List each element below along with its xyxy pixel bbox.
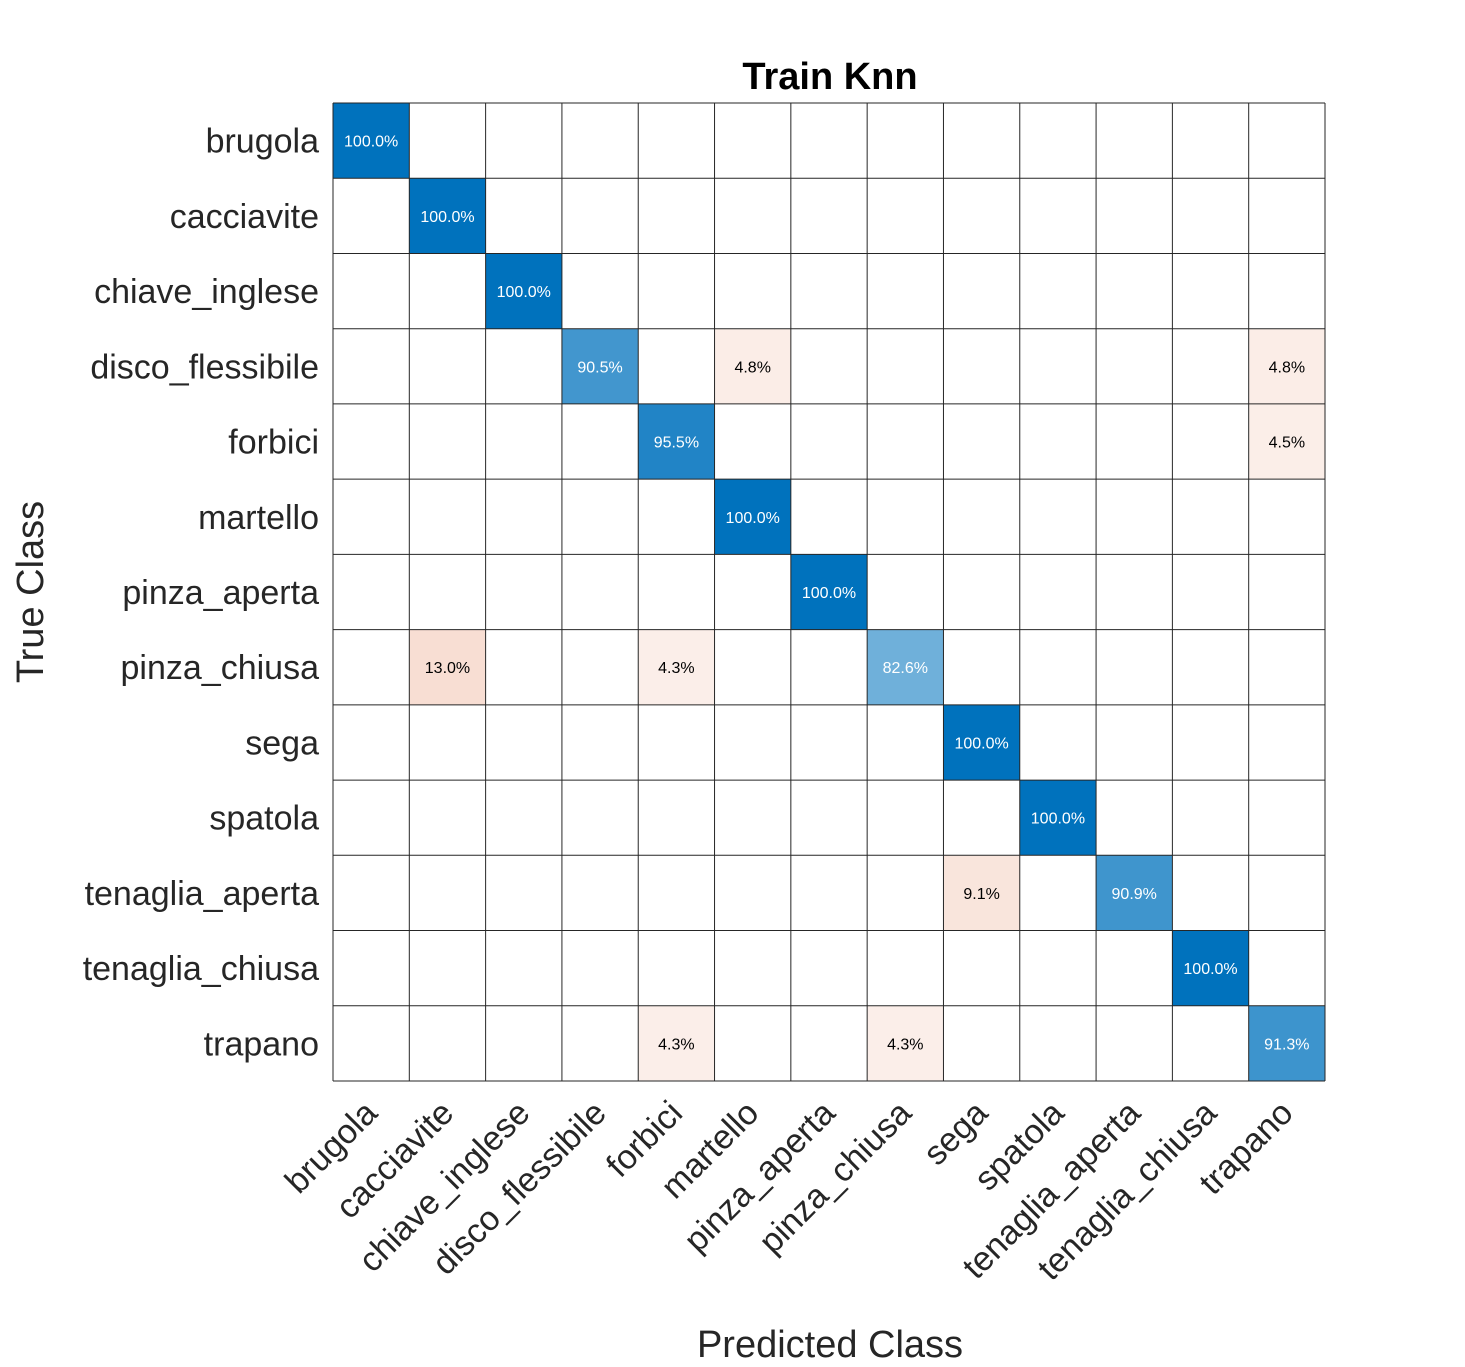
cell-value-label: 95.5% [654,435,699,452]
y-tick-label: disco_flessibile [90,348,319,386]
cell-value-label: 100.0% [802,585,856,602]
cell-value-label: 4.8% [1269,359,1305,376]
y-tick-label: tenaglia_aperta [85,875,320,913]
cell-value-label: 4.3% [658,1036,694,1053]
cell-value-label: 9.1% [963,886,999,903]
cell-trapano-trapano [1248,1005,1325,1081]
cell-chiave_inglese-chiave_inglese [485,253,562,329]
cell-forbici-trapano [1248,403,1325,480]
cell-brugola-brugola [333,103,410,179]
cell-spatola-spatola [1019,780,1097,856]
cell-value-label: 100.0% [726,510,780,527]
cell-pinza_chiusa-cacciavite [409,629,486,705]
cell-value-label: 4.5% [1269,435,1305,452]
cell-cacciavite-cacciavite [409,178,486,254]
y-tick-label: trapano [204,1025,319,1063]
y-tick-label: brugola [206,123,320,161]
cell-value-label: 82.6% [883,660,928,677]
y-tick-label: sega [245,724,319,762]
cell-tenaglia_aperta-sega [943,855,1020,931]
cell-value-label: 13.0% [425,660,470,677]
x-tick-labels: brugolacacciavitechiave_inglesedisco_fle… [278,1094,1301,1288]
y-tick-label: forbici [228,424,319,462]
cell-value-label: 4.3% [887,1036,923,1053]
cell-disco_flessibile-trapano [1248,328,1325,404]
cell-trapano-pinza_chiusa [867,1005,944,1081]
cell-disco_flessibile-martello [714,328,791,404]
cell-trapano-forbici [638,1005,715,1081]
x-axis-title: Predicted Class [697,1324,963,1366]
y-tick-label: pinza_aperta [122,574,319,612]
cell-disco_flessibile-disco_flessibile [561,328,639,404]
cell-sega-sega [943,704,1020,781]
cell-martello-martello [714,479,791,555]
y-tick-label: pinza_chiusa [121,649,320,687]
cell-tenaglia_aperta-tenaglia_aperta [1096,855,1173,931]
cell-tenaglia_chiusa-tenaglia_chiusa [1172,930,1249,1006]
chart-title: Train Knn [742,56,917,98]
cell-pinza_aperta-pinza_aperta [790,554,868,630]
y-tick-label: martello [198,499,319,537]
cell-value-label: 90.9% [1112,886,1157,903]
cell-value-label: 100.0% [420,209,474,226]
y-tick-label: spatola [209,800,319,838]
cell-value-label: 100.0% [497,284,551,301]
y-tick-label: chiave_inglese [94,273,319,311]
cell-pinza_chiusa-pinza_chiusa [867,629,944,705]
cell-pinza_chiusa-forbici [638,629,715,705]
y-tick-label: cacciavite [170,198,319,236]
cell-forbici-forbici [638,403,715,480]
matrix-grid [332,102,1326,1082]
cell-value-label: 100.0% [1031,811,1085,828]
cell-value-label: 100.0% [344,134,398,151]
cell-value-label: 100.0% [954,735,1008,752]
y-axis-title: True Class [10,501,52,683]
y-tick-label: tenaglia_chiusa [83,950,319,988]
cell-value-label: 100.0% [1183,961,1237,978]
cell-value-label: 4.3% [658,660,694,677]
y-tick-labels: brugola cacciavite chiave_inglese disco_fle… [83,123,319,1064]
cell-value-label: 4.8% [734,359,770,376]
cell-value-label: 90.5% [577,359,622,376]
matrix-cells: 100.0% 100.0% 100.0% 90.5% 4.8% 4.8% 95.5% 4.5%… [333,103,1325,1081]
cell-value-label: 91.3% [1264,1036,1309,1053]
